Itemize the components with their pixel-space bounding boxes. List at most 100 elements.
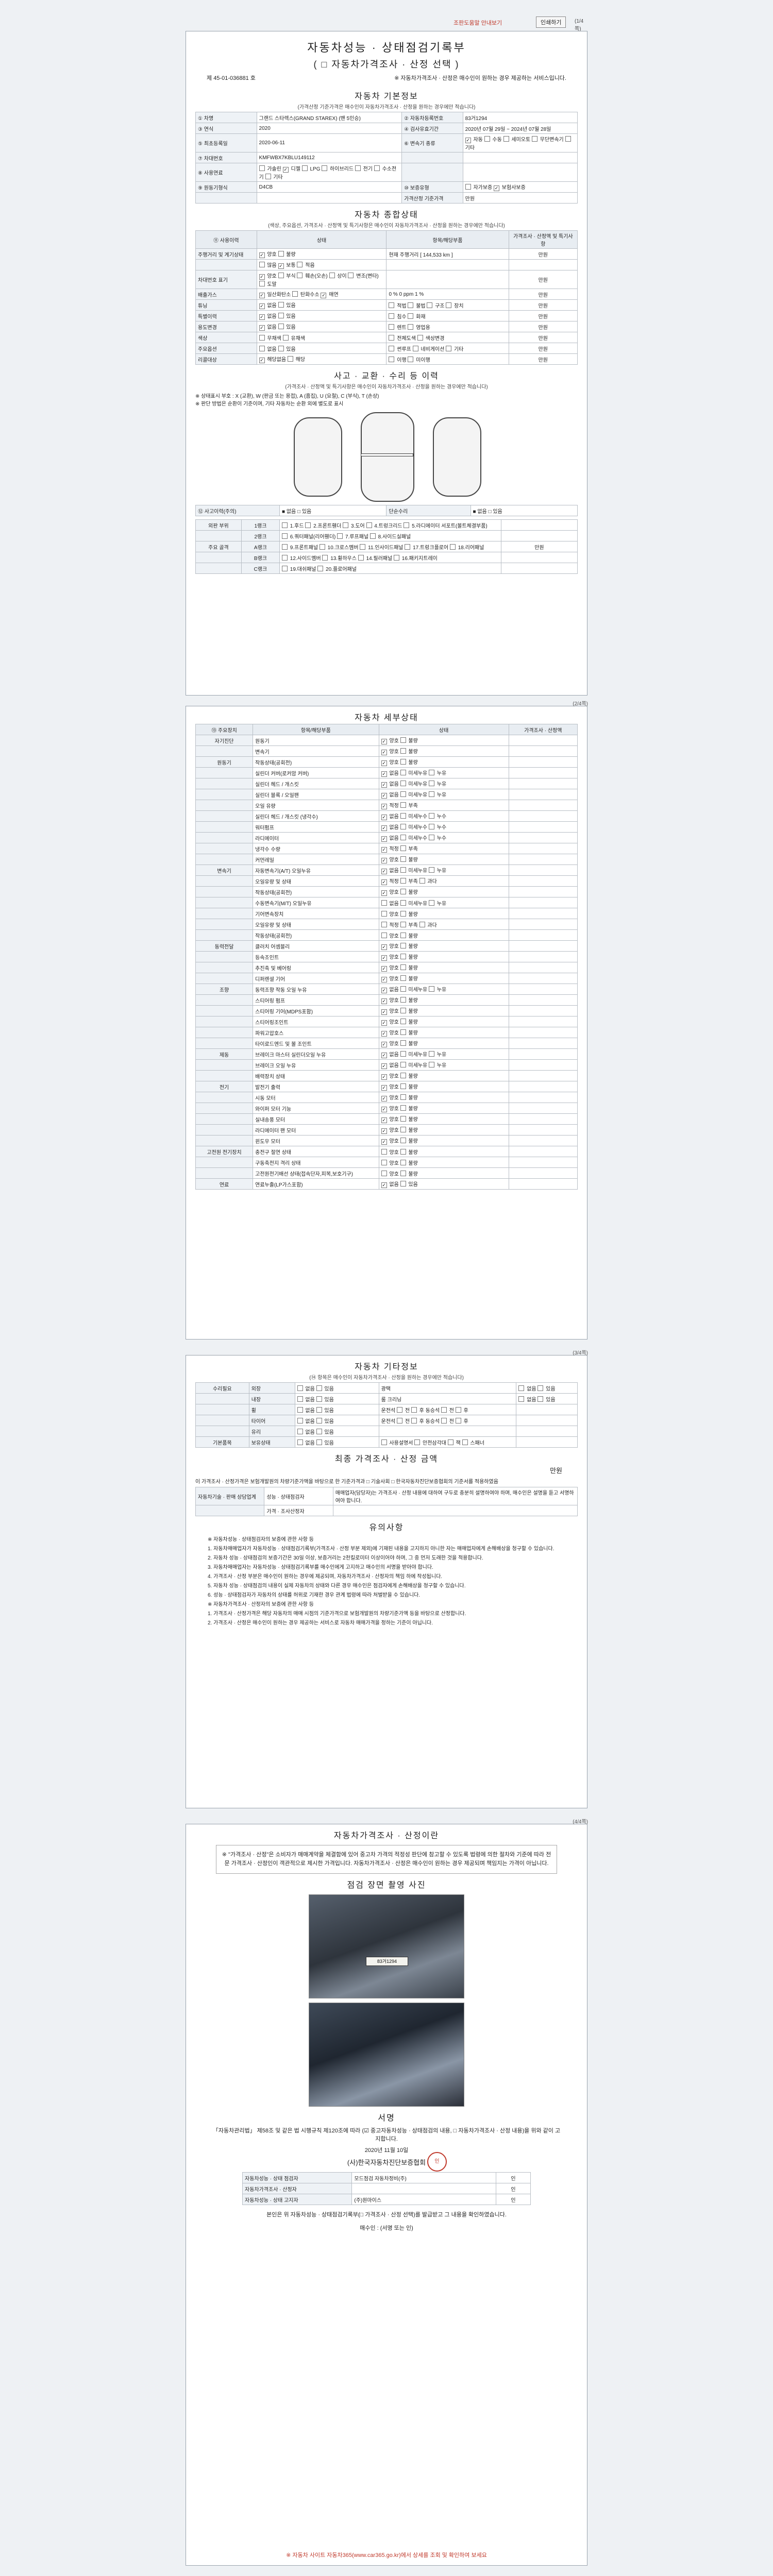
checkbox-unchecked[interactable] xyxy=(484,136,490,142)
checkbox-unchecked[interactable] xyxy=(394,554,399,561)
checkbox-unchecked[interactable] xyxy=(400,1073,406,1078)
checkbox-checked[interactable]: ✓ xyxy=(259,293,265,298)
checkbox-unchecked[interactable] xyxy=(408,302,414,308)
checkbox-checked[interactable]: ✓ xyxy=(381,1117,387,1123)
checkbox-checked[interactable]: ✓ xyxy=(381,1085,387,1091)
checkbox-checked[interactable]: ✓ xyxy=(381,1053,387,1058)
checkbox-unchecked[interactable] xyxy=(400,813,406,819)
checkbox-unchecked[interactable] xyxy=(400,932,406,938)
checkbox-unchecked[interactable] xyxy=(282,554,288,561)
checkbox-unchecked[interactable] xyxy=(400,770,406,775)
checkbox-unchecked[interactable] xyxy=(419,921,425,927)
checkbox-unchecked[interactable] xyxy=(278,302,284,308)
checkbox-checked[interactable]: ✓ xyxy=(381,858,387,863)
checkbox-unchecked[interactable] xyxy=(287,356,293,362)
checkbox-unchecked[interactable] xyxy=(301,165,308,171)
checkbox-unchecked[interactable] xyxy=(316,1417,322,1423)
checkbox-unchecked[interactable] xyxy=(389,302,395,308)
checkbox-checked[interactable]: ✓ xyxy=(381,977,387,982)
checkbox-unchecked[interactable] xyxy=(389,324,395,330)
print-button[interactable]: 인쇄하기 xyxy=(536,16,566,28)
checkbox-unchecked[interactable] xyxy=(316,1428,322,1434)
checkbox-unchecked[interactable] xyxy=(358,554,364,561)
checkbox-checked[interactable]: ✓ xyxy=(381,1128,387,1134)
checkbox-unchecked[interactable] xyxy=(381,1439,387,1445)
checkbox-unchecked[interactable] xyxy=(518,1396,525,1402)
checkbox-unchecked[interactable] xyxy=(397,1417,403,1423)
checkbox-unchecked[interactable] xyxy=(381,921,387,927)
checkbox-unchecked[interactable] xyxy=(366,522,372,528)
checkbox-unchecked[interactable] xyxy=(400,954,406,959)
checkbox-unchecked[interactable] xyxy=(400,856,406,862)
checkbox-unchecked[interactable] xyxy=(446,302,452,308)
checkbox-checked[interactable]: ✓ xyxy=(259,303,265,309)
checkbox-unchecked[interactable] xyxy=(503,136,509,142)
checkbox-unchecked[interactable] xyxy=(455,1417,461,1423)
checkbox-unchecked[interactable] xyxy=(381,910,387,917)
checkbox-checked[interactable]: ✓ xyxy=(381,1096,387,1101)
checkbox-unchecked[interactable] xyxy=(537,1396,544,1402)
checkbox-checked[interactable]: ✓ xyxy=(465,138,471,143)
checkbox-unchecked[interactable] xyxy=(400,1062,406,1067)
checkbox-unchecked[interactable] xyxy=(355,165,361,171)
checkbox-unchecked[interactable] xyxy=(411,1417,417,1423)
checkbox-unchecked[interactable] xyxy=(428,835,434,840)
checkbox-unchecked[interactable] xyxy=(400,748,406,754)
checkbox-unchecked[interactable] xyxy=(428,824,434,829)
checkbox-unchecked[interactable] xyxy=(381,1159,387,1165)
checkbox-checked[interactable]: ✓ xyxy=(381,1020,387,1026)
checkbox-unchecked[interactable] xyxy=(518,1385,525,1391)
checkbox-unchecked[interactable] xyxy=(411,1406,417,1413)
checkbox-unchecked[interactable] xyxy=(319,544,325,550)
checkbox-unchecked[interactable] xyxy=(360,544,366,550)
checkbox-unchecked[interactable] xyxy=(400,889,406,894)
checkbox-unchecked[interactable] xyxy=(400,781,406,786)
checkbox-unchecked[interactable] xyxy=(531,136,537,142)
checkbox-checked[interactable]: ✓ xyxy=(381,771,387,777)
checkbox-checked[interactable]: ✓ xyxy=(259,252,265,258)
checkbox-checked[interactable]: ✓ xyxy=(381,1042,387,1047)
checkbox-unchecked[interactable] xyxy=(400,975,406,981)
checkbox-unchecked[interactable] xyxy=(412,345,418,351)
buyer-signature[interactable]: 매수인 : (서명 또는 인) xyxy=(360,2225,413,2231)
checkbox-checked[interactable]: ✓ xyxy=(259,358,265,363)
checkbox-unchecked[interactable] xyxy=(297,273,303,278)
checkbox-unchecked[interactable] xyxy=(400,1116,406,1122)
checkbox-unchecked[interactable] xyxy=(428,770,434,775)
checkbox-unchecked[interactable] xyxy=(400,964,406,970)
checkbox-unchecked[interactable] xyxy=(278,324,284,329)
checkbox-unchecked[interactable] xyxy=(259,334,265,341)
checkbox-unchecked[interactable] xyxy=(400,878,406,884)
checkbox-checked[interactable]: ✓ xyxy=(381,782,387,788)
checkbox-unchecked[interactable] xyxy=(400,1008,406,1013)
checkbox-unchecked[interactable] xyxy=(381,900,387,906)
checkbox-unchecked[interactable] xyxy=(389,345,395,351)
checkbox-unchecked[interactable] xyxy=(400,1148,406,1155)
checkbox-checked[interactable]: ✓ xyxy=(278,263,284,269)
checkbox-unchecked[interactable] xyxy=(428,813,434,819)
checkbox-unchecked[interactable] xyxy=(400,1105,406,1111)
checkbox-unchecked[interactable] xyxy=(317,565,324,571)
checkbox-checked[interactable]: ✓ xyxy=(381,1139,387,1145)
checkbox-unchecked[interactable] xyxy=(389,356,395,362)
checkbox-unchecked[interactable] xyxy=(400,1138,406,1143)
checkbox-unchecked[interactable] xyxy=(297,262,303,267)
checkbox-unchecked[interactable] xyxy=(265,174,271,179)
checkbox-unchecked[interactable] xyxy=(400,1170,406,1176)
checkbox-unchecked[interactable] xyxy=(428,867,434,873)
checkbox-unchecked[interactable] xyxy=(400,1051,406,1057)
checkbox-unchecked[interactable] xyxy=(400,1083,406,1089)
checkbox-unchecked[interactable] xyxy=(400,867,406,873)
checkbox-unchecked[interactable] xyxy=(408,313,414,319)
checkbox-checked[interactable]: ✓ xyxy=(381,1031,387,1037)
checkbox-unchecked[interactable] xyxy=(428,986,434,992)
checkbox-unchecked[interactable] xyxy=(329,273,335,278)
checkbox-checked[interactable]: ✓ xyxy=(321,293,327,298)
checkbox-checked[interactable]: ✓ xyxy=(259,314,265,320)
checkbox-checked[interactable]: ✓ xyxy=(259,274,265,280)
checkbox-checked[interactable]: ✓ xyxy=(381,836,387,842)
checkbox-checked[interactable]: ✓ xyxy=(381,1182,387,1188)
checkbox-unchecked[interactable] xyxy=(400,1029,406,1035)
checkbox-checked[interactable]: ✓ xyxy=(381,804,387,809)
checkbox-unchecked[interactable] xyxy=(292,291,298,297)
